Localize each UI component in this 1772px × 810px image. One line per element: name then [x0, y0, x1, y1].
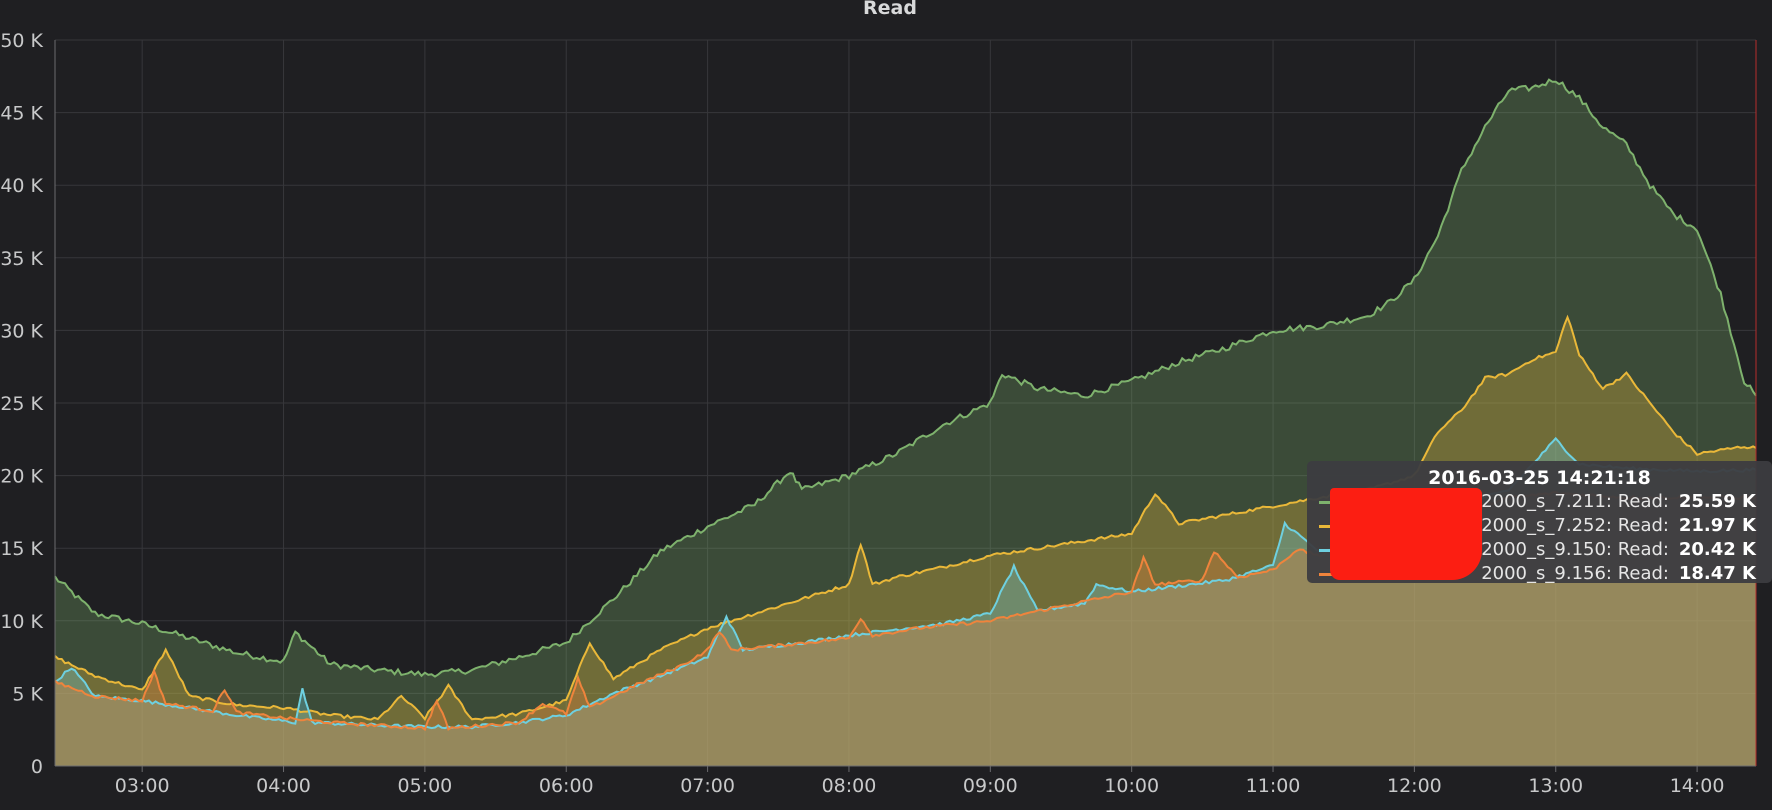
x-tick-label: 09:00	[963, 775, 1018, 797]
y-tick-label: 0	[31, 756, 43, 778]
tooltip-row: 2000_s_7.252: Read: 21.97 K	[1317, 514, 1762, 538]
y-tick-label: 30 K	[0, 320, 43, 342]
series-area	[55, 79, 1756, 767]
x-tick-label: 06:00	[539, 775, 594, 797]
tooltip-series-value: 25.59 K	[1678, 491, 1756, 512]
series-swatch	[1319, 549, 1333, 552]
y-tick-label: 15 K	[0, 538, 43, 560]
y-tick-label: 35 K	[0, 248, 43, 270]
tooltip-series-value: 20.42 K	[1678, 539, 1756, 560]
tooltip-series-value: 21.97 K	[1678, 515, 1756, 536]
tooltip-series-name: 2000_s_7.252: Read:	[1481, 515, 1669, 536]
x-tick-label: 12:00	[1387, 775, 1442, 797]
tooltip-row: 2000_s_9.150: Read: 20.42 K	[1317, 538, 1762, 562]
x-tick-label: 07:00	[680, 775, 735, 797]
x-tick-label: 11:00	[1246, 775, 1301, 797]
series-line	[54, 314, 1757, 722]
tooltip-series-name: 2000_s_7.211: Read:	[1481, 491, 1669, 512]
y-tick-label: 10 K	[0, 611, 43, 633]
series-areas	[55, 79, 1756, 767]
panel-title: Read	[863, 0, 917, 19]
series-swatch	[1319, 525, 1333, 528]
x-tick-label: 03:00	[115, 775, 170, 797]
y-tick-label: 25 K	[0, 393, 43, 415]
tooltip-row: 2000_s_7.211: Read: 25.59 K	[1317, 490, 1762, 514]
x-tick-label: 10:00	[1104, 775, 1159, 797]
tooltip-series-name: 2000_s_9.156: Read:	[1481, 563, 1669, 584]
x-tick-label: 04:00	[256, 775, 311, 797]
tooltip-row: 2000_s_9.156: Read: 18.47 K	[1317, 562, 1762, 586]
y-tick-label: 40 K	[0, 175, 43, 197]
series-swatch	[1319, 501, 1333, 504]
series-swatch	[1319, 573, 1333, 576]
tooltip-series-value: 18.47 K	[1678, 563, 1756, 584]
x-tick-label: 14:00	[1670, 775, 1725, 797]
x-tick-label: 05:00	[398, 775, 453, 797]
y-tick-label: 45 K	[0, 103, 43, 125]
series-area	[55, 438, 1756, 766]
x-tick-label: 13:00	[1528, 775, 1583, 797]
y-tick-label: 50 K	[0, 30, 43, 52]
x-tick-label: 08:00	[822, 775, 877, 797]
tooltip-timestamp: 2016-03-25 14:21:18	[1428, 467, 1651, 489]
tooltip-series-name: 2000_s_9.150: Read:	[1481, 539, 1669, 560]
y-tick-label: 20 K	[0, 466, 43, 488]
series-line	[54, 78, 1757, 678]
y-tick-label: 5 K	[12, 683, 43, 705]
series-area	[55, 317, 1756, 766]
redaction-block	[1330, 488, 1482, 580]
chart-axes: 0 5 K 10 K 15 K 20 K 25 K 30 K 35 K 40 K 45 K 50 K…	[0, 30, 1756, 797]
